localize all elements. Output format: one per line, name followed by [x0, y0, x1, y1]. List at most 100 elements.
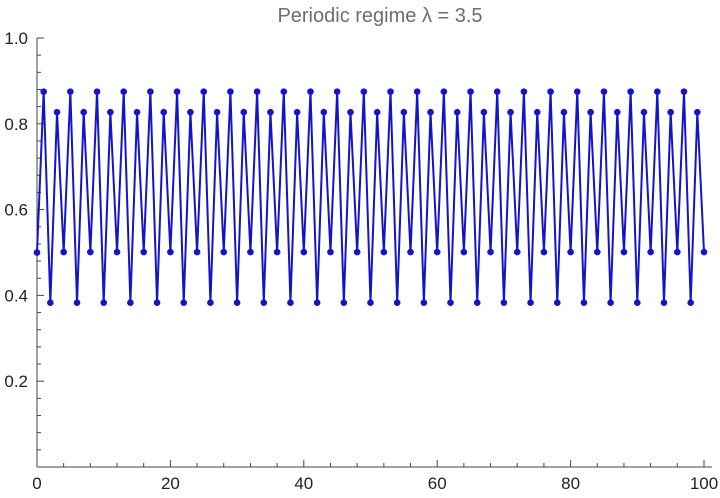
data-point: [580, 299, 588, 306]
data-point: [527, 299, 534, 306]
data-point: [73, 299, 81, 306]
data-point: [213, 108, 221, 116]
data-point: [440, 88, 448, 95]
data-point: [380, 248, 388, 256]
y-tick-label: 1.0: [4, 29, 28, 48]
x-tick-label: 20: [161, 474, 180, 493]
data-point: [520, 88, 528, 95]
data-point: [427, 108, 434, 116]
data-point: [327, 248, 334, 256]
data-point: [340, 299, 348, 306]
axis-tick-labels: 0 20 40 60 80 100 0.2 0.4 0.6 0.8 1.0: [4, 29, 718, 493]
data-point: [347, 108, 354, 116]
data-point: [694, 108, 701, 116]
data-point: [560, 108, 568, 116]
data-point: [53, 108, 61, 116]
data-point: [460, 248, 468, 256]
data-point: [220, 248, 228, 256]
data-point: [540, 248, 548, 256]
data-point: [40, 88, 47, 95]
data-point: [200, 88, 208, 95]
data-point: [293, 108, 301, 116]
data-point: [620, 248, 628, 256]
data-point: [253, 88, 261, 95]
data-point: [333, 88, 341, 95]
data-point: [287, 299, 294, 306]
data-point: [247, 248, 254, 256]
data-point: [467, 88, 474, 95]
data-point: [140, 248, 148, 256]
data-point: [613, 108, 621, 116]
data-point: [360, 88, 368, 95]
x-tick-label: 40: [294, 474, 313, 493]
data-point: [600, 88, 608, 95]
data-point: [353, 248, 361, 256]
data-point: [487, 248, 494, 256]
data-point: [700, 248, 708, 256]
data-point: [647, 248, 654, 256]
data-point: [513, 248, 521, 256]
data-point: [687, 299, 694, 306]
data-point: [473, 299, 481, 306]
data-point: [447, 299, 454, 306]
data-point: [100, 299, 107, 306]
x-tick-label: 80: [561, 474, 580, 493]
data-point: [387, 88, 394, 95]
data-point: [654, 88, 661, 95]
data-point: [300, 248, 308, 256]
data-point: [634, 299, 641, 306]
data-point: [547, 88, 554, 95]
axes: [36, 38, 712, 468]
chart-title: Periodic regime λ = 3.5: [277, 5, 482, 27]
data-point: [187, 108, 194, 116]
x-tick-label: 100: [690, 474, 718, 493]
data-point: [493, 88, 501, 95]
data-point: [667, 108, 674, 116]
data-point: [60, 248, 67, 256]
data-point: [400, 108, 408, 116]
data-point: [680, 88, 688, 95]
data-point: [553, 299, 561, 306]
data-point: [227, 88, 234, 95]
data-point: [167, 248, 174, 256]
data-point: [587, 108, 594, 116]
data-point: [147, 88, 154, 95]
data-point: [173, 88, 181, 95]
data-point: [320, 108, 328, 116]
data-point: [67, 88, 74, 95]
y-tick-label: 0.4: [4, 286, 28, 305]
data-point: [307, 88, 314, 95]
data-point: [280, 88, 288, 95]
data-point: [567, 248, 574, 256]
data-point: [480, 108, 488, 116]
data-points: [33, 88, 708, 306]
data-point: [573, 88, 581, 95]
data-point: [660, 299, 668, 306]
data-point: [313, 299, 321, 306]
data-point: [93, 88, 101, 95]
data-point: [533, 108, 541, 116]
data-point: [127, 299, 134, 306]
data-point: [160, 108, 168, 116]
data-point: [133, 108, 141, 116]
data-point: [407, 248, 414, 256]
y-tick-label: 0.6: [4, 201, 28, 220]
data-point: [87, 248, 94, 256]
data-point: [193, 248, 201, 256]
y-tick-label: 0.2: [4, 372, 28, 391]
data-point: [113, 248, 121, 256]
data-point: [80, 108, 87, 116]
data-point: [180, 299, 188, 306]
data-point: [420, 299, 428, 306]
data-point: [674, 248, 681, 256]
data-point: [367, 299, 374, 306]
series-line: [36, 90, 705, 304]
data-point: [260, 299, 268, 306]
data-point: [433, 248, 441, 256]
data-point: [593, 248, 601, 256]
data-point: [413, 88, 421, 95]
data-point: [47, 299, 54, 306]
data-point: [120, 88, 128, 95]
data-point: [107, 108, 114, 116]
